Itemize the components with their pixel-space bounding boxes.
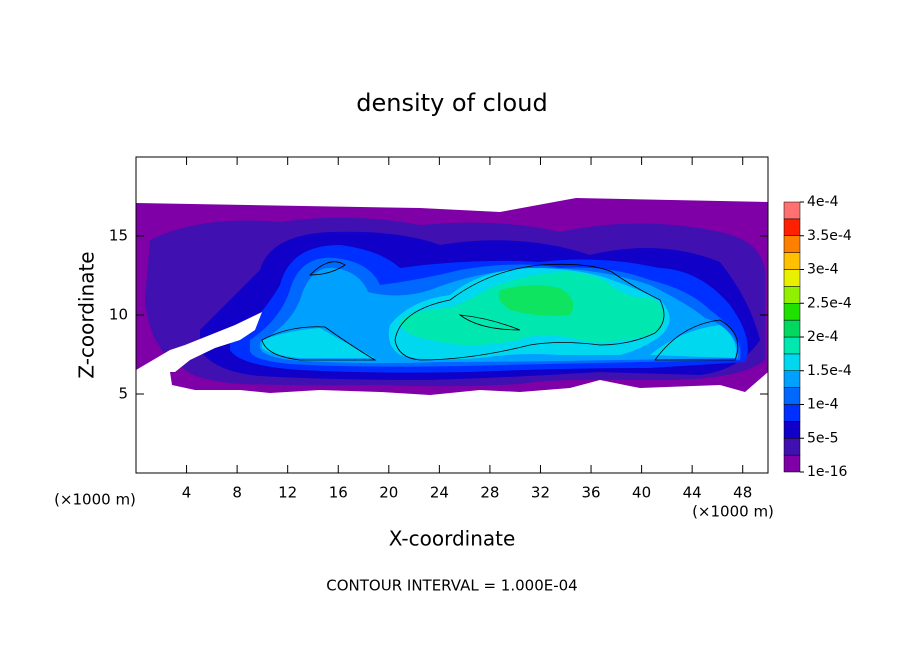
colorbar-swatch bbox=[783, 303, 801, 321]
colorbar-tick-label: 3e-4 bbox=[807, 262, 839, 278]
colorbar-swatch bbox=[783, 387, 801, 405]
colorbar-swatch bbox=[783, 201, 801, 220]
colorbar-tick-label: 1e-4 bbox=[807, 397, 839, 413]
colorbar-swatch bbox=[783, 269, 801, 287]
colorbar-swatch bbox=[783, 454, 801, 473]
colorbar-tick-label: 4e-4 bbox=[807, 194, 839, 210]
colorbar-swatch bbox=[783, 286, 801, 304]
contour-fill bbox=[498, 285, 574, 316]
y-tick-label: 5 bbox=[118, 385, 128, 403]
colorbar-swatch bbox=[783, 252, 801, 270]
x-tick-label: 36 bbox=[581, 484, 600, 502]
colorbar-tick-label: 1e-16 bbox=[807, 464, 847, 480]
y-tick-label: 15 bbox=[109, 227, 128, 245]
colorbar-swatch bbox=[783, 353, 801, 371]
x-tick-label: 28 bbox=[480, 484, 499, 502]
y-unit-label: (×1000 m) bbox=[54, 491, 136, 509]
x-tick-label: 20 bbox=[379, 484, 398, 502]
colorbar-swatch bbox=[783, 404, 801, 422]
colorbar-swatch bbox=[783, 319, 801, 338]
colorbar-swatch bbox=[783, 421, 801, 439]
x-tick-label: 8 bbox=[232, 484, 242, 502]
colorbar-swatch bbox=[783, 235, 801, 253]
colorbar-tick-label: 5e-5 bbox=[807, 430, 838, 446]
x-axis-label: X-coordinate bbox=[389, 527, 516, 551]
x-tick-label: 44 bbox=[683, 484, 702, 502]
colorbar-swatch bbox=[783, 438, 801, 456]
x-tick-label: 48 bbox=[733, 484, 752, 502]
x-tick-label: 12 bbox=[278, 484, 297, 502]
colorbar-tick-label: 2e-4 bbox=[807, 329, 839, 345]
x-tick-label: 4 bbox=[182, 484, 192, 502]
colorbar-swatch bbox=[783, 218, 801, 236]
colorbar-swatch bbox=[783, 336, 801, 355]
colorbar-tick-label: 1.5e-4 bbox=[807, 363, 852, 379]
colorbar-tick-label: 2.5e-4 bbox=[807, 295, 852, 311]
footer-note: CONTOUR INTERVAL = 1.000E-04 bbox=[326, 577, 577, 595]
x-tick-label: 24 bbox=[430, 484, 449, 502]
x-tick-label: 40 bbox=[632, 484, 651, 502]
x-tick-label: 32 bbox=[531, 484, 550, 502]
contour-field bbox=[136, 198, 768, 395]
y-axis-label: Z-coordinate bbox=[75, 251, 99, 378]
x-unit-label: (×1000 m) bbox=[692, 503, 774, 521]
contour-fill bbox=[400, 272, 664, 345]
colorbar-swatch bbox=[783, 370, 801, 388]
colorbar-tick-label: 3.5e-4 bbox=[807, 228, 852, 244]
x-tick-label: 16 bbox=[329, 484, 348, 502]
clear-region bbox=[136, 312, 262, 372]
y-tick-label: 10 bbox=[109, 306, 128, 324]
contour-line bbox=[261, 261, 739, 361]
chart-title: density of cloud bbox=[356, 89, 547, 117]
